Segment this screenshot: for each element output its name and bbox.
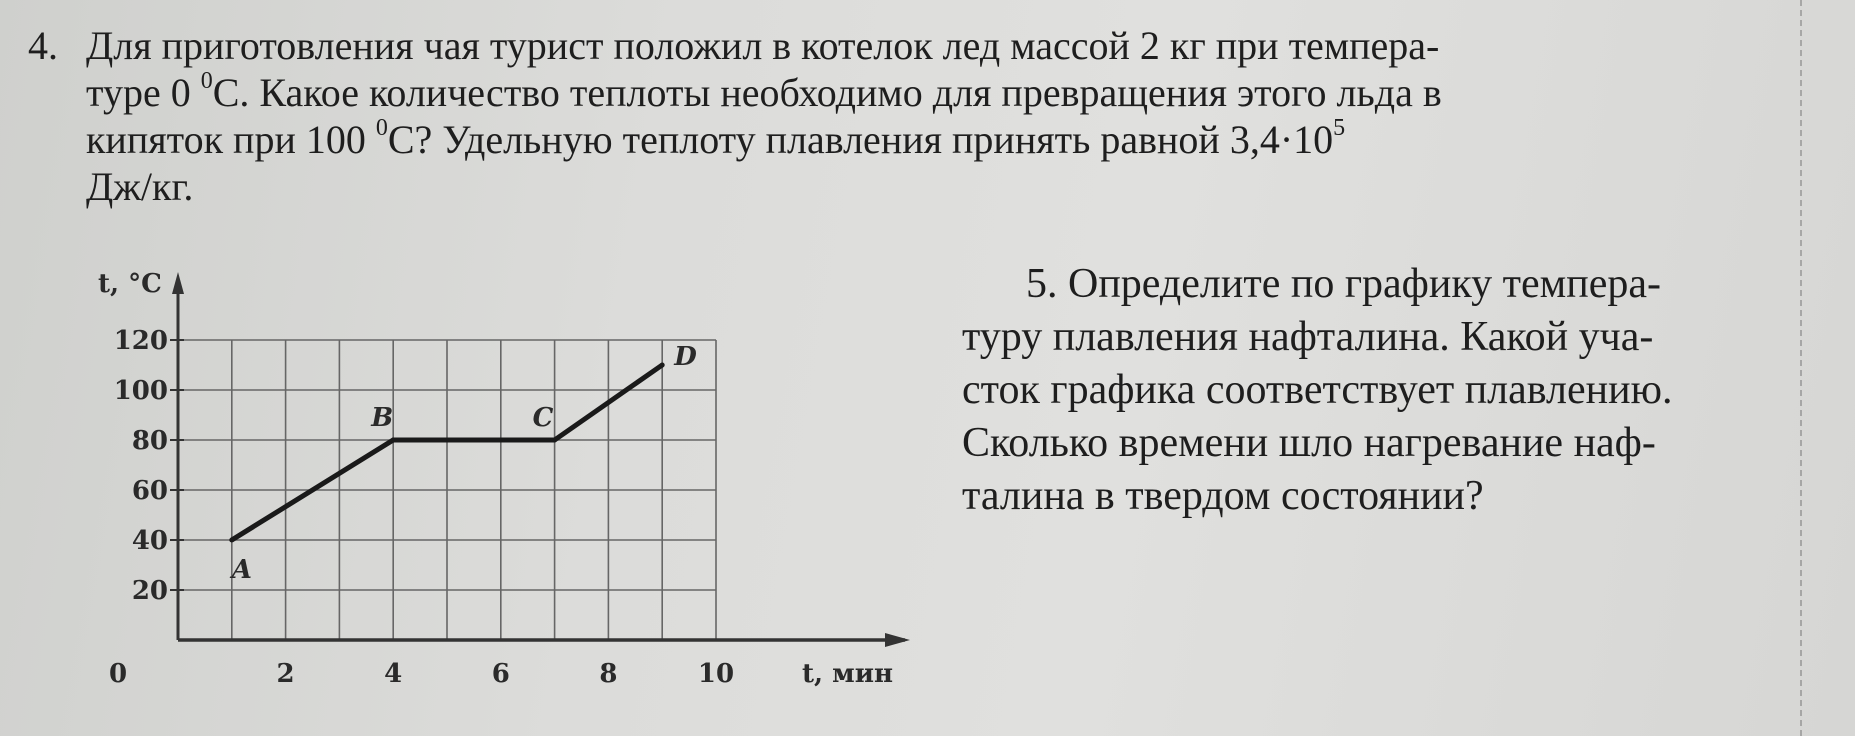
y-tick-label: 80 <box>132 426 168 456</box>
x-tick-label: 8 <box>599 659 617 689</box>
exponent-superscript: 5 <box>1333 115 1346 141</box>
y-tick-label: 120 <box>114 326 168 356</box>
text-fragment: C. Какое количество теплоты необходимо д… <box>212 70 1442 115</box>
y-axis-label: t, °C <box>98 269 162 299</box>
degree-superscript: 0 <box>200 68 213 94</box>
text-fragment: туре 0 <box>86 70 201 115</box>
tick-labels: 20 40 60 80 100 120 0 2 4 6 8 10 <box>109 326 734 689</box>
x-tick-label: 0 <box>109 659 127 689</box>
text-line: туру плавления нафталина. Какой уча- <box>962 314 1654 360</box>
text-line: туре 0 0C. Какое количество теплоты необ… <box>86 69 1442 116</box>
x-tick-label: 10 <box>698 659 734 689</box>
point-label: B <box>370 403 393 433</box>
text-fragment: C? Удельную теплоту плавления принять ра… <box>387 117 1334 162</box>
data-point <box>552 437 558 443</box>
data-point <box>390 437 396 443</box>
problem-number: 4. <box>28 23 58 68</box>
x-axis-arrow-icon <box>885 633 910 647</box>
text-line: Сколько времени шло нагревание наф- <box>962 420 1656 466</box>
x-tick-label: 6 <box>492 659 510 689</box>
text-line: талина в твердом состоянии? <box>962 473 1484 519</box>
data-point <box>659 362 665 368</box>
x-axis-label: t, мин <box>802 659 893 689</box>
point-label: C <box>533 403 554 433</box>
text-line: Для приготовления чая турист положил в к… <box>86 23 1440 68</box>
text-line: Дж/кг. <box>86 164 194 209</box>
series: A B C D <box>229 342 697 585</box>
text-line: сток графика соответствует плавлению. <box>962 367 1673 413</box>
y-axis-arrow-icon <box>172 272 184 294</box>
axes <box>172 272 910 647</box>
text-line: кипяток при 100 0C? Удельную теплоту пла… <box>86 116 1345 163</box>
y-tick-label: 40 <box>132 526 168 556</box>
degree-superscript: 0 <box>375 115 388 141</box>
text-fragment: кипяток при 100 <box>86 117 376 162</box>
y-tick-label: 100 <box>114 376 168 406</box>
data-point <box>229 537 235 543</box>
point-label: D <box>673 342 697 372</box>
y-tick-label: 20 <box>132 576 168 606</box>
problem-5: 5. Определите по графику темпера- туру п… <box>962 258 1672 523</box>
series-line <box>230 362 664 543</box>
page-fold-line <box>1800 0 1802 736</box>
point-label: A <box>229 555 252 585</box>
x-tick-label: 4 <box>384 659 402 689</box>
text-line: 5. Определите по графику темпера- <box>1026 261 1662 307</box>
y-tick-label: 60 <box>132 476 168 506</box>
x-tick-label: 2 <box>277 659 295 689</box>
